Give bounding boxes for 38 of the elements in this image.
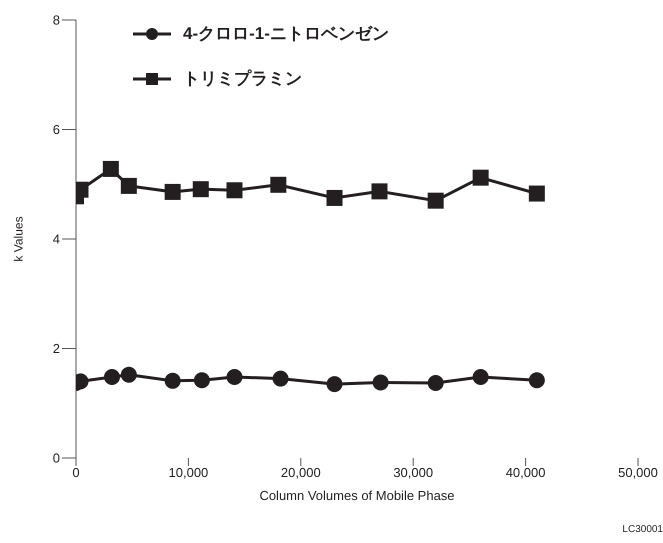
point bbox=[226, 368, 242, 385]
point bbox=[428, 374, 444, 391]
point bbox=[472, 170, 489, 186]
point bbox=[528, 372, 545, 388]
x-tick-label: 50,000 bbox=[618, 465, 658, 480]
legend-label: トリミプラミン bbox=[183, 68, 302, 90]
x-tick-label: 30,000 bbox=[393, 465, 434, 480]
point bbox=[226, 182, 242, 198]
y-axis-title: k Values bbox=[11, 216, 26, 262]
point bbox=[326, 376, 343, 392]
x-tick-label: 10,000 bbox=[168, 465, 208, 480]
point bbox=[120, 366, 137, 383]
point bbox=[104, 368, 120, 385]
y-tick-label: 0 bbox=[52, 450, 60, 466]
point bbox=[164, 372, 181, 389]
x-tick-label: 40,000 bbox=[506, 465, 546, 480]
point bbox=[528, 186, 545, 202]
y-tick-label: 6 bbox=[52, 122, 60, 138]
point bbox=[194, 372, 210, 388]
point bbox=[472, 368, 489, 385]
x-axis-title: Column Volumes of Mobile Phase bbox=[259, 488, 455, 503]
text: LC30001 bbox=[622, 524, 663, 535]
point bbox=[428, 192, 444, 209]
point bbox=[372, 374, 389, 390]
legend-label: 4-クロロ-1-ニトロベンゼン bbox=[183, 23, 389, 45]
point bbox=[326, 190, 343, 206]
point bbox=[371, 183, 388, 200]
point bbox=[270, 176, 286, 193]
y-tick-label: 4 bbox=[52, 232, 60, 247]
x-tick-label: 20,000 bbox=[280, 465, 321, 480]
x-tick-label: 0 bbox=[72, 465, 80, 480]
point bbox=[272, 370, 289, 387]
point bbox=[120, 178, 137, 194]
point bbox=[164, 184, 181, 200]
point bbox=[102, 160, 119, 177]
y-tick-label: 8 bbox=[52, 12, 60, 28]
y-tick-label: 2 bbox=[52, 341, 60, 356]
point bbox=[192, 181, 209, 198]
